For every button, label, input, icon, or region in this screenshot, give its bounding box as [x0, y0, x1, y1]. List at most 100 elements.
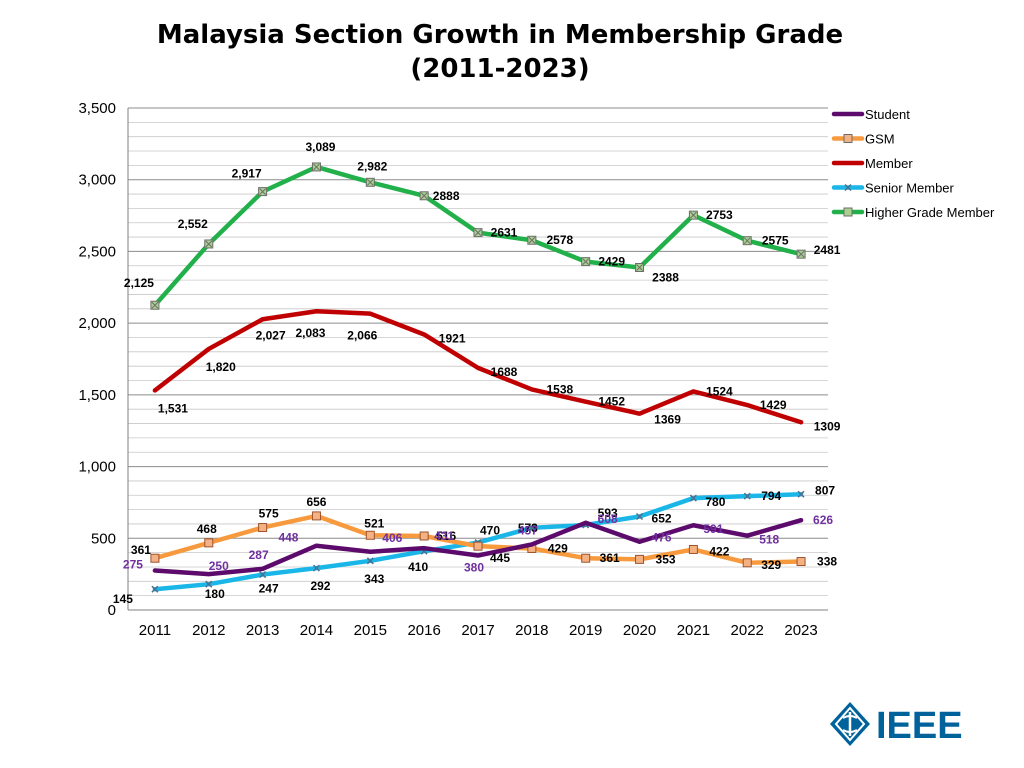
x-tick-label: 2023: [784, 622, 817, 639]
data-label-member: 1688: [491, 365, 518, 379]
x-tick-label: 2019: [569, 622, 602, 639]
data-label-member: 1524: [706, 384, 733, 398]
chart-title-line-2: (2011-2023): [410, 54, 590, 84]
data-point-mark-higher-grade-member: [690, 211, 697, 219]
data-point-student: [637, 539, 642, 544]
x-tick-label: 2017: [461, 622, 494, 639]
data-label-member: 2,027: [256, 328, 286, 342]
data-point-member: [691, 389, 696, 394]
ieee-diamond-icon: [830, 702, 870, 746]
data-label-gsm: 338: [817, 555, 837, 569]
x-tick-label: 2012: [192, 622, 225, 639]
data-point-gsm: [365, 530, 375, 540]
legend-marker-gsm: [843, 134, 853, 143]
data-point-mark-higher-grade-member: [313, 163, 320, 171]
data-label-gsm: 422: [709, 544, 729, 558]
data-point-member: [583, 399, 588, 404]
data-point-mark-higher-grade-member: [259, 188, 266, 195]
data-point-mark-higher-grade-member: [151, 301, 159, 309]
x-tick-label: 2014: [300, 622, 333, 639]
data-point-gsm: [742, 558, 752, 568]
data-point-student: [799, 518, 804, 523]
data-point-mark-higher-grade-member: [797, 250, 805, 258]
data-label-student: 431: [434, 529, 454, 543]
data-point-mark-higher-grade-member: [636, 264, 643, 271]
data-label-higher-grade-member: 2481: [814, 243, 841, 257]
x-tick-label: 2022: [731, 622, 764, 639]
data-point-senior-member: [743, 492, 751, 500]
data-label-higher-grade-member: 2575: [762, 234, 789, 248]
data-label-gsm: 516: [436, 529, 456, 543]
legend-label-member: Member: [865, 156, 913, 171]
data-point-gsm: [150, 553, 160, 563]
data-label-student: 250: [209, 559, 229, 573]
data-point-senior-member: [151, 585, 159, 593]
ieee-logo-text: IEEE: [876, 705, 963, 747]
data-label-senior-member: 180: [205, 587, 225, 601]
data-point-member: [152, 388, 157, 393]
data-point-senior-member: [528, 524, 536, 532]
data-label-student: 608: [598, 512, 618, 526]
data-point-gsm: [796, 557, 806, 567]
y-tick-label: 3,000: [78, 172, 116, 189]
data-label-senior-member: 573: [518, 521, 538, 535]
data-label-student: 380: [464, 560, 484, 574]
data-label-higher-grade-member: 2,982: [357, 159, 387, 173]
data-label-student: 626: [813, 513, 833, 527]
legend-label-gsm: GSM: [865, 132, 895, 147]
y-tick-label: 2,000: [78, 315, 116, 332]
y-tick-label: 1,000: [78, 459, 116, 476]
data-point-member: [206, 346, 211, 351]
data-point-senior-member: [797, 490, 805, 498]
data-label-member: 2,083: [295, 326, 325, 340]
chart-title-line-1: Malaysia Section Growth in Membership Gr…: [156, 20, 844, 50]
data-point-member: [637, 411, 642, 416]
legend-label-senior-member: Senior Member: [865, 181, 955, 196]
data-point-senior-member: [689, 494, 697, 502]
data-label-senior-member: 343: [364, 572, 384, 586]
data-point-student: [691, 523, 696, 528]
data-label-member: 1921: [439, 331, 466, 345]
data-label-student: 275: [123, 558, 143, 572]
data-label-gsm: 329: [761, 558, 781, 572]
data-label-student: 406: [382, 531, 402, 545]
ieee-logo: IEEE: [830, 702, 963, 747]
chart-title: Malaysia Section Growth in Membership Gr…: [0, 18, 1000, 86]
y-tick-label: 2,500: [78, 243, 116, 260]
data-label-member: 1369: [654, 413, 681, 427]
y-tick-label: 0: [108, 602, 116, 619]
data-label-higher-grade-member: 2631: [491, 226, 518, 240]
data-point-student: [314, 543, 319, 548]
data-label-student: 448: [278, 531, 298, 545]
data-label-student: 518: [759, 533, 779, 547]
data-label-gsm: 361: [600, 551, 620, 565]
data-label-higher-grade-member: 2888: [433, 189, 460, 203]
data-point-senior-member: [366, 557, 374, 565]
data-label-member: 2,066: [347, 329, 377, 343]
data-label-member: 1,531: [158, 401, 188, 415]
data-point-member: [476, 365, 480, 370]
data-label-member: 1452: [598, 395, 625, 409]
data-point-student: [529, 542, 534, 547]
x-tick-label: 2015: [354, 622, 387, 639]
data-point-mark-higher-grade-member: [743, 237, 751, 245]
data-label-gsm: 656: [306, 495, 326, 509]
data-label-gsm: 521: [364, 516, 384, 530]
data-point-gsm: [688, 544, 698, 554]
x-tick-label: 2011: [139, 622, 171, 639]
x-tick-label: 2018: [515, 622, 548, 639]
data-label-senior-member: 247: [259, 582, 279, 596]
data-point-student: [152, 568, 157, 573]
data-label-gsm: 445: [490, 551, 510, 565]
data-point-member: [314, 309, 319, 314]
data-label-student: 457: [518, 523, 538, 537]
data-point-gsm: [311, 511, 321, 521]
data-point-mark-higher-grade-member: [582, 258, 590, 265]
data-label-member: 1,820: [206, 360, 236, 374]
x-tick-label: 2020: [623, 622, 656, 639]
data-point-mark-higher-grade-member: [205, 240, 213, 248]
data-point-mark-higher-grade-member: [420, 192, 428, 200]
data-point-student: [206, 572, 211, 577]
data-label-senior-member: 652: [652, 511, 672, 525]
data-label-higher-grade-member: 2,552: [178, 217, 208, 231]
